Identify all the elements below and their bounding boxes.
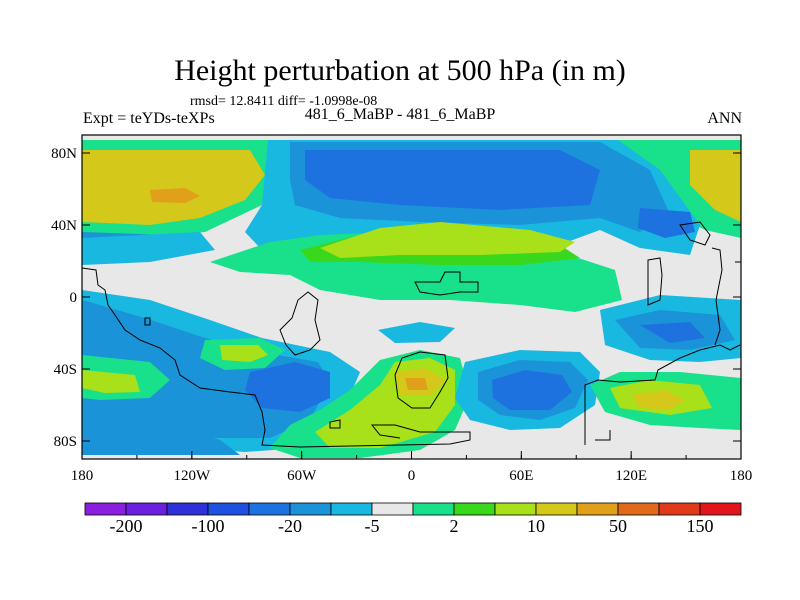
plot-title: Height perturbation at 500 hPa (in m) <box>174 54 626 87</box>
colorbar-label: -200 <box>109 516 143 536</box>
case-label: 481_6_MaBP - 481_6_MaBP <box>304 106 496 123</box>
colorbar-box <box>84 502 127 516</box>
colorbar-box <box>166 502 209 516</box>
colorbar-box <box>658 502 701 516</box>
colorbar-label: 2 <box>449 516 459 536</box>
contour-south-orange-center <box>405 378 428 390</box>
contour-south-lime-w <box>82 370 140 393</box>
contour-north-cold-dark <box>305 150 600 210</box>
x-tick-label: 180 <box>730 468 753 484</box>
contour-north-cold-dark-2 <box>638 208 695 238</box>
x-tick-label: 0 <box>408 468 416 484</box>
y-tick-label: 80S <box>54 434 77 450</box>
x-tick-label: 120W <box>173 468 211 484</box>
colorbar-box <box>207 502 250 516</box>
contour-se-cold-dark <box>640 322 705 343</box>
x-tick-label: 120E <box>615 468 647 484</box>
y-tick-label: 0 <box>70 290 78 306</box>
experiment-label: Expt = teYDs-teXPs <box>83 110 215 127</box>
stats-label: rmsd= 12.8411 diff= -1.0998e-08 <box>190 94 378 109</box>
coastlines <box>82 221 741 448</box>
colorbar-box <box>576 502 619 516</box>
x-tick-label: 60E <box>509 468 533 484</box>
x-tick-label: 180 <box>71 468 94 484</box>
y-axis: 80N 40N 0 40S 80S <box>51 146 741 450</box>
x-tick-label: 60W <box>287 468 317 484</box>
contour-north-orange <box>150 188 200 203</box>
colorbar-label: 10 <box>527 516 545 536</box>
colorbar-box <box>371 502 414 516</box>
colorbar-label: -100 <box>191 516 225 536</box>
colorbar-box <box>535 502 578 516</box>
contour-mid-yellowgreen <box>320 222 575 258</box>
colorbar-box <box>248 502 291 516</box>
season-label: ANN <box>707 110 742 127</box>
contour-south-yg-w2 <box>220 345 268 362</box>
colorbar-box <box>453 502 496 516</box>
colorbar-box <box>289 502 332 516</box>
colorbar-box <box>617 502 660 516</box>
y-tick-label: 40S <box>54 362 77 378</box>
colorbar-box <box>412 502 455 516</box>
contour-field <box>82 135 741 459</box>
contour-se-yellow <box>632 390 685 410</box>
colorbar-label: 150 <box>686 516 714 536</box>
contour-west-cold-light <box>82 232 215 265</box>
colorbar-box <box>330 502 373 516</box>
contour-equator-cold <box>378 322 455 343</box>
colorbar-labels: -200 -100 -20 -5 2 10 50 150 <box>0 516 800 540</box>
colorbar-label: -5 <box>364 516 380 536</box>
y-tick-label: 40N <box>51 218 77 234</box>
contour-sw-cold <box>82 410 240 455</box>
colorbar-label: -20 <box>278 516 302 536</box>
contour-ne-yellow <box>690 150 741 222</box>
colorbar-box <box>494 502 537 516</box>
colorbar-box <box>125 502 168 516</box>
contour-south-cold-dark-w <box>245 362 330 412</box>
colorbar-box <box>699 502 742 516</box>
colorbar-label: 50 <box>609 516 627 536</box>
colorbar <box>84 502 742 516</box>
x-axis: 180 120W 60W 0 60E 120E 180 <box>71 451 753 484</box>
contour-north-yellow <box>82 150 265 225</box>
contour-south-cold-dark-e <box>492 370 572 410</box>
y-tick-label: 80N <box>51 146 77 162</box>
